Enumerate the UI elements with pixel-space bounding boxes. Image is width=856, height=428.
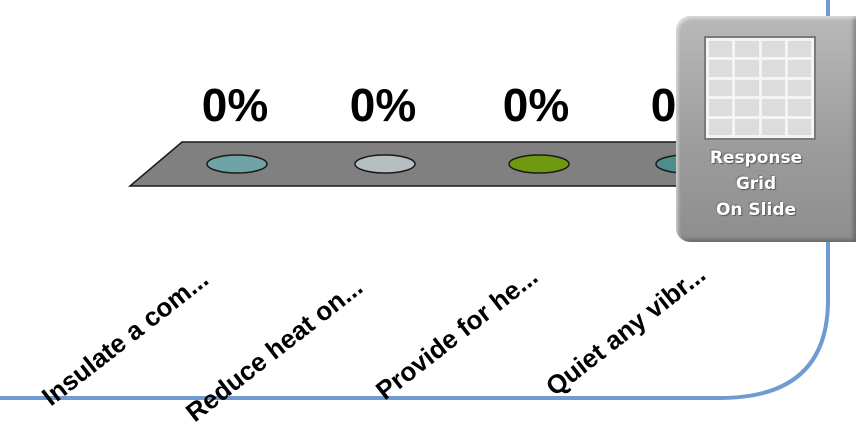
widget-label-grid: Grid: [735, 174, 777, 194]
widget-label-response: Response: [709, 148, 803, 168]
bar-base-1: [354, 154, 416, 174]
value-label-0: 0%: [201, 79, 269, 131]
grid-icon: [704, 36, 816, 140]
widget-label-on-slide: On Slide: [715, 200, 797, 220]
slide-border-frame: [0, 0, 830, 400]
response-grid-widget[interactable]: Response Grid On Slide: [676, 16, 856, 242]
bar-base-2: [508, 154, 570, 174]
bar-base-0: [206, 154, 268, 174]
value-label-1: 0%: [349, 79, 417, 131]
value-label-2: 0%: [502, 79, 570, 131]
